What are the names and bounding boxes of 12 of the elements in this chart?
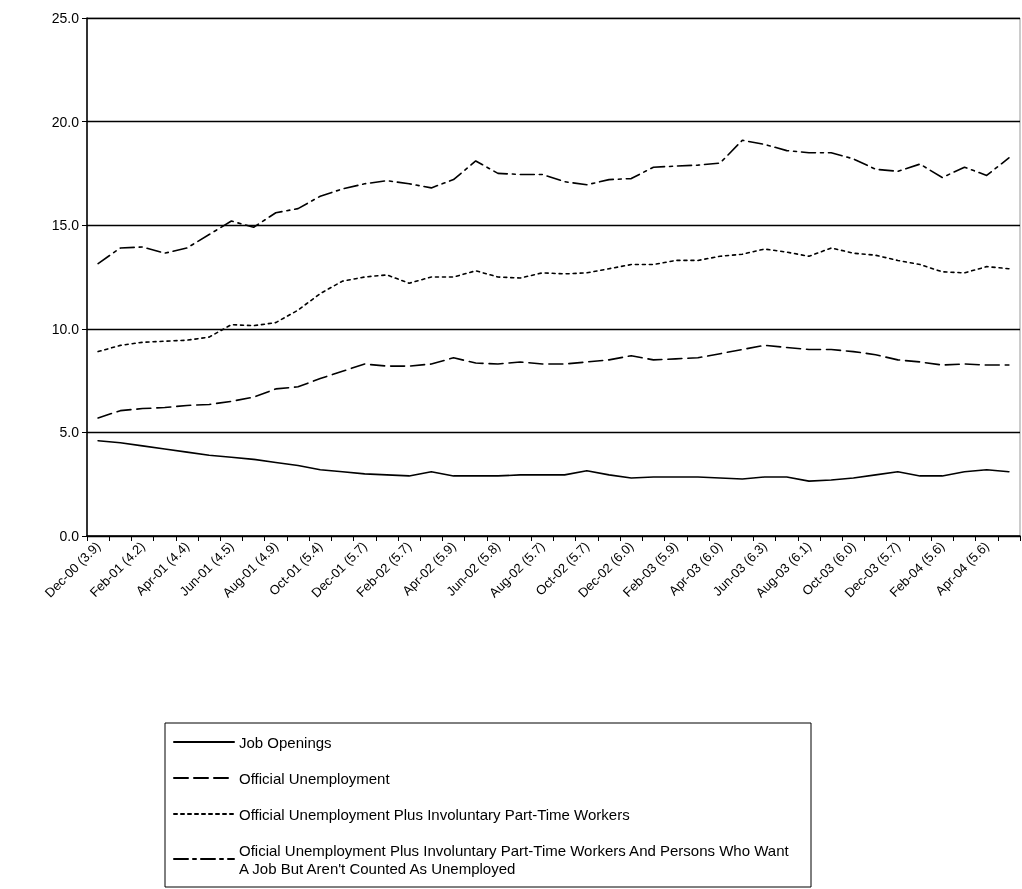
- line-series: [97, 439, 1010, 482]
- y-tick-label: 0.0: [59, 528, 80, 544]
- legend-label: Job Openings: [239, 733, 332, 751]
- y-tick-label: 5.0: [59, 424, 80, 441]
- y-tick-label: 20.0: [51, 113, 80, 130]
- legend-label: Oficial Unemployment Plus Involuntary Part-Time Workers And Persons Who Want A Job But Aren't Counted As Unemployed: [239, 841, 793, 877]
- legend-label: Official Unemployment Plus Involuntary Part-Time Workers: [239, 805, 630, 823]
- y-tick-label: 10.0: [51, 320, 80, 337]
- y-tick-label: 15.0: [51, 217, 80, 234]
- y-tick-label: 25.0: [51, 10, 80, 26]
- line-series: [97, 344, 1010, 419]
- legend-label: Official Unemployment: [239, 769, 391, 787]
